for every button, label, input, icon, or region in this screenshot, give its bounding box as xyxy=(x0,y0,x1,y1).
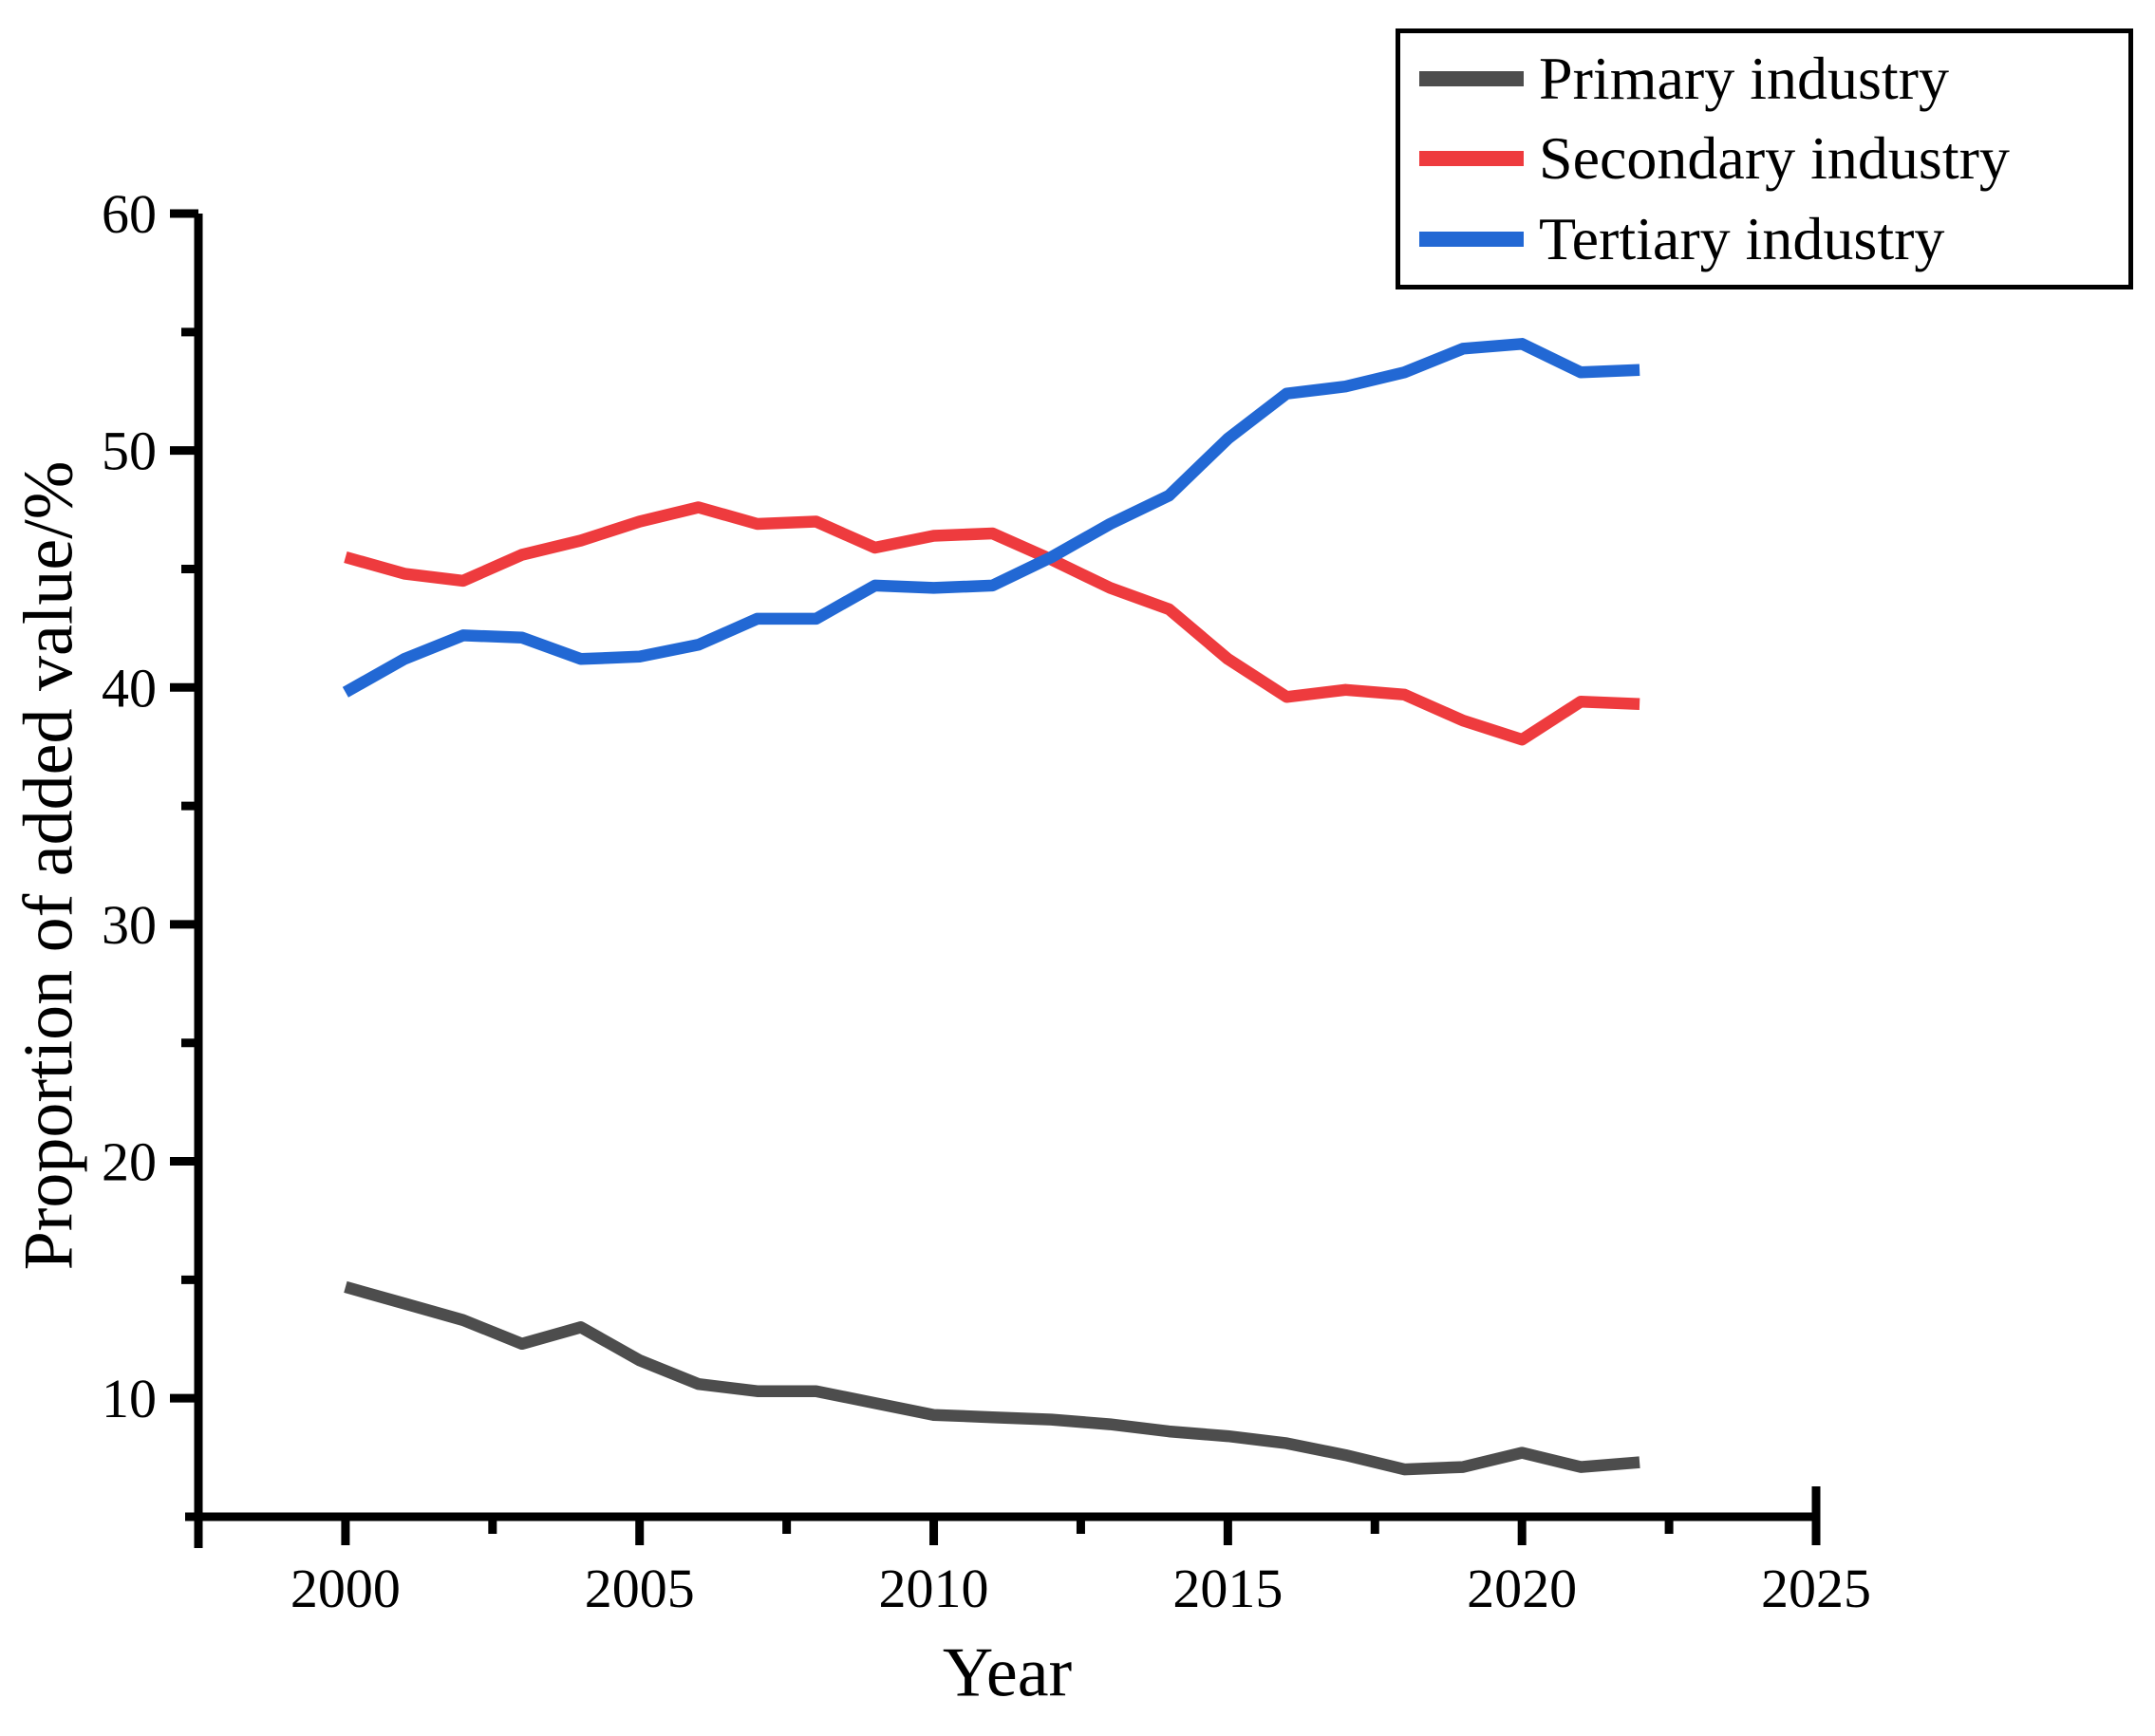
x-axis-title: Year xyxy=(942,1633,1073,1712)
x-tick-label-2025: 2025 xyxy=(1761,1558,1871,1619)
x-tick-label-2005: 2005 xyxy=(585,1558,695,1619)
legend: Primary industry Secondary industry Tert… xyxy=(1396,28,2133,289)
y-tick-label-40: 40 xyxy=(102,657,157,719)
y-tick-label-20: 20 xyxy=(102,1131,157,1193)
legend-label-primary: Primary industry xyxy=(1539,45,1949,113)
legend-line-swatch-secondary xyxy=(1419,151,1524,167)
legend-item-secondary: Secondary industry xyxy=(1400,128,2128,189)
x-tick-label-2020: 2020 xyxy=(1467,1558,1577,1619)
y-tick-label-30: 30 xyxy=(102,894,157,956)
series-line-tertiary-industry xyxy=(342,338,1640,698)
y-tick-label-50: 50 xyxy=(102,420,157,482)
legend-item-tertiary: Tertiary industry xyxy=(1400,204,2128,272)
y-tick-label-60: 60 xyxy=(102,183,157,245)
x-tick-label-2000: 2000 xyxy=(290,1558,401,1619)
legend-label-tertiary: Tertiary industry xyxy=(1539,204,1945,272)
legend-item-primary: Primary industry xyxy=(1400,48,2128,109)
series-line-secondary-industry xyxy=(344,501,1640,746)
y-axis-title: Proportion of added value/% xyxy=(9,460,88,1271)
series-line-primary-industry xyxy=(344,1280,1640,1476)
x-tick-label-2010: 2010 xyxy=(879,1558,989,1619)
legend-line-swatch-primary xyxy=(1419,71,1524,87)
x-tick-label-2015: 2015 xyxy=(1172,1558,1283,1619)
y-tick-label-10: 10 xyxy=(102,1368,157,1429)
legend-label-secondary: Secondary industry xyxy=(1539,124,2010,193)
legend-line-swatch-tertiary xyxy=(1419,231,1524,247)
